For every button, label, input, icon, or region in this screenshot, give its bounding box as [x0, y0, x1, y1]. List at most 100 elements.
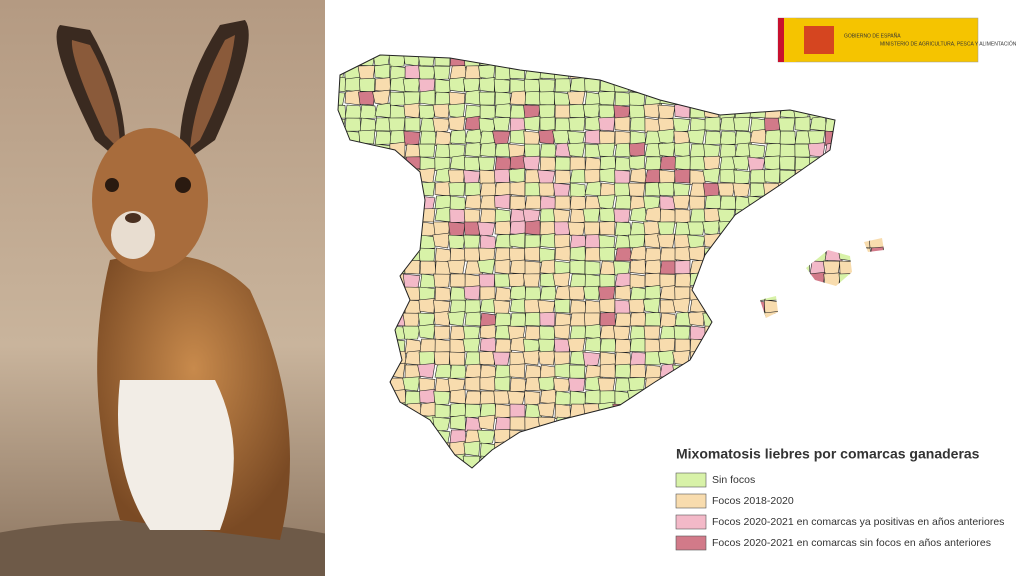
region	[388, 40, 405, 53]
region	[854, 104, 872, 120]
region	[338, 416, 347, 432]
region	[717, 208, 736, 224]
region	[614, 312, 633, 327]
region	[703, 155, 721, 171]
region	[869, 286, 884, 301]
region	[644, 338, 661, 354]
region	[419, 130, 437, 145]
region	[568, 377, 586, 393]
region	[344, 312, 363, 327]
region	[809, 338, 827, 353]
region	[338, 182, 347, 197]
region	[494, 247, 512, 262]
region	[434, 55, 453, 56]
region	[719, 55, 736, 67]
region	[539, 156, 557, 171]
region	[345, 40, 360, 53]
region	[507, 55, 526, 67]
region	[629, 428, 648, 444]
region	[539, 233, 557, 249]
region	[338, 55, 346, 67]
region	[777, 117, 796, 132]
region	[630, 469, 647, 482]
region	[794, 299, 811, 314]
region	[852, 181, 871, 197]
region	[644, 206, 663, 223]
region	[373, 364, 391, 379]
region	[763, 55, 781, 67]
region	[614, 65, 631, 80]
region	[359, 312, 376, 328]
region	[702, 416, 721, 432]
region	[433, 310, 451, 327]
region	[524, 90, 542, 106]
region	[584, 55, 603, 68]
region	[703, 403, 721, 418]
region	[597, 286, 616, 301]
region	[404, 182, 421, 197]
region	[779, 429, 798, 445]
logo: GOBIERNO DE ESPAÑA MINISTERIO DE AGRICUL…	[777, 17, 1017, 63]
region	[524, 299, 541, 314]
region	[749, 273, 768, 288]
region	[494, 466, 511, 468]
region	[418, 351, 436, 366]
region	[659, 155, 677, 171]
region	[402, 312, 421, 327]
region	[822, 325, 841, 341]
region	[824, 298, 841, 314]
region	[689, 325, 707, 341]
region	[449, 414, 466, 431]
region	[869, 169, 884, 184]
region	[553, 91, 571, 108]
region	[734, 234, 751, 249]
region	[449, 364, 467, 379]
region	[338, 272, 346, 288]
region	[338, 221, 346, 236]
region	[687, 221, 706, 236]
region	[809, 78, 826, 93]
region	[374, 156, 393, 171]
region	[779, 260, 798, 276]
region	[389, 389, 407, 405]
region	[402, 233, 421, 249]
region	[417, 362, 436, 379]
region	[540, 39, 557, 53]
region	[432, 416, 451, 432]
region	[719, 130, 738, 146]
region	[569, 273, 588, 288]
region	[824, 64, 841, 80]
region	[734, 272, 753, 288]
region	[657, 55, 676, 69]
region	[553, 377, 571, 393]
region	[672, 117, 691, 133]
region	[644, 416, 663, 433]
region	[764, 429, 782, 444]
region	[478, 156, 496, 172]
region	[567, 142, 586, 158]
region	[824, 77, 841, 93]
region	[538, 338, 556, 353]
region	[539, 325, 556, 341]
region	[839, 169, 858, 185]
region	[570, 40, 585, 54]
region	[717, 390, 736, 407]
region	[509, 285, 527, 301]
region	[389, 416, 408, 433]
region	[764, 350, 783, 366]
region	[794, 377, 811, 393]
region	[777, 181, 796, 197]
region	[614, 338, 632, 354]
region	[477, 258, 496, 275]
region	[338, 247, 346, 263]
region	[869, 299, 884, 315]
region	[702, 338, 721, 353]
region	[342, 247, 361, 262]
region	[584, 414, 601, 431]
region	[338, 130, 348, 146]
region	[509, 220, 527, 236]
region	[792, 364, 811, 380]
region	[448, 76, 466, 93]
region	[524, 39, 540, 53]
region	[824, 169, 841, 184]
